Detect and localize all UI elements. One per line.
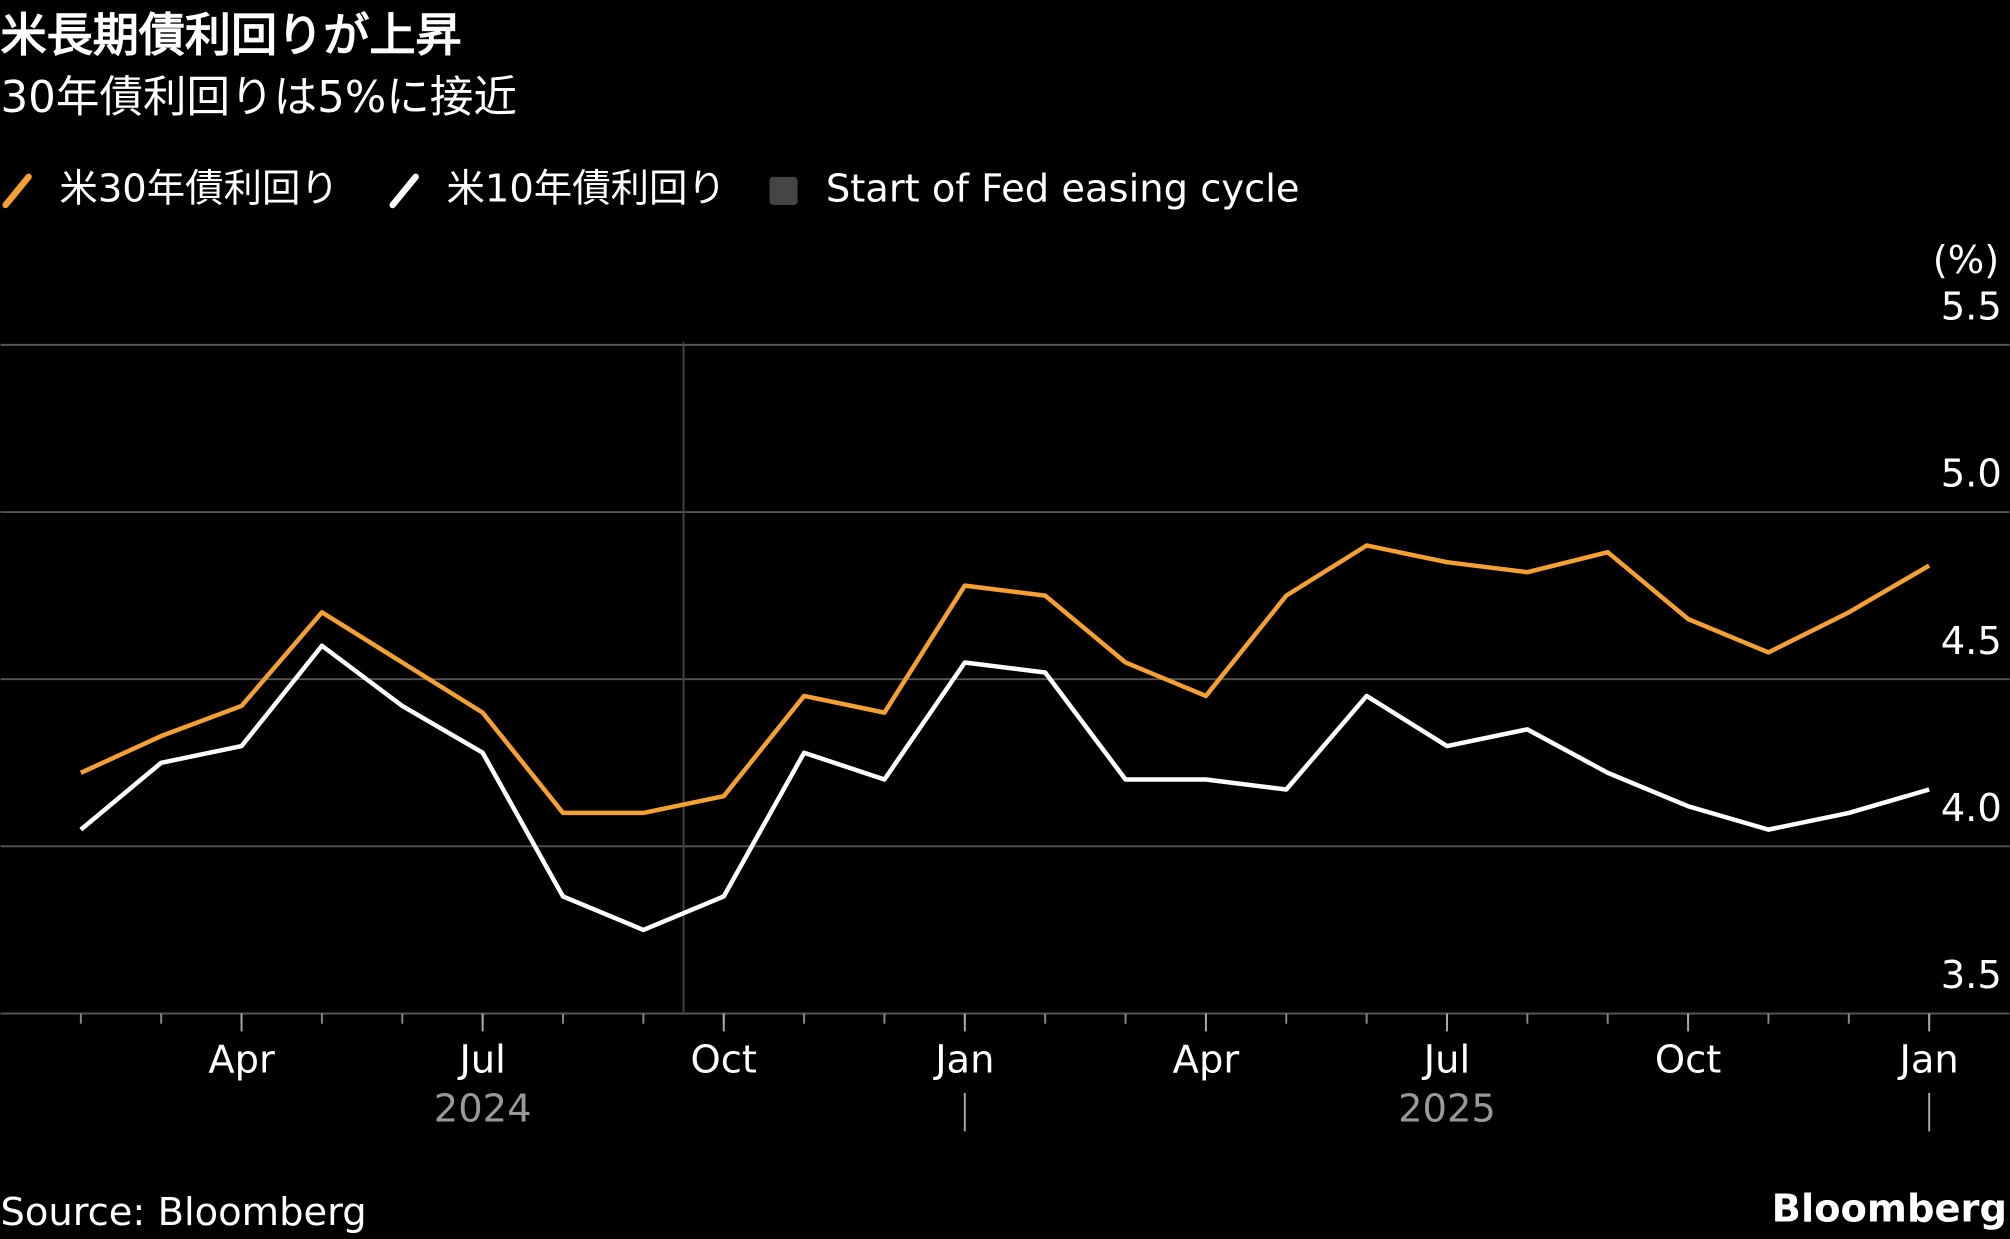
x-tick-label: Jan — [1898, 1038, 1959, 1083]
y-tick-label: 5.0 — [1941, 452, 2002, 497]
x-tick-label: Jul — [1422, 1038, 1470, 1083]
series-line — [79, 643, 1930, 933]
y-tick-label: 4.5 — [1941, 619, 2002, 664]
y-unit: (%) — [1933, 238, 2000, 283]
x-tick-label: Jul — [457, 1038, 505, 1083]
year-label: 2024 — [434, 1086, 532, 1131]
chart-title: 米長期債利回りが上昇 — [0, 8, 461, 62]
chart-subtitle: 30年債利回りは5%に接近 — [0, 73, 516, 123]
x-tick-label: Oct — [1655, 1038, 1721, 1083]
legend-swatch — [2, 173, 32, 209]
x-tick-label: Jan — [933, 1038, 994, 1083]
legend-label: Start of Fed easing cycle — [826, 166, 1300, 211]
legend-label: 米30年債利回り — [59, 166, 338, 211]
source: Source: Bloomberg — [0, 1190, 366, 1235]
legend-label: 米10年債利回り — [446, 166, 725, 211]
x-tick-label: Oct — [691, 1038, 757, 1083]
series-line — [79, 543, 1931, 816]
y-tick-label: 4.0 — [1941, 786, 2002, 831]
legend-swatch — [769, 176, 798, 206]
x-tick-label: Apr — [208, 1038, 275, 1083]
y-tick-label: 5.5 — [1941, 285, 2002, 330]
y-tick-label: 3.5 — [1941, 953, 2002, 998]
x-tick-label: Apr — [1173, 1038, 1240, 1083]
legend-swatch — [389, 173, 419, 209]
brand: Bloomberg — [1772, 1186, 2007, 1231]
year-label: 2025 — [1398, 1086, 1496, 1131]
